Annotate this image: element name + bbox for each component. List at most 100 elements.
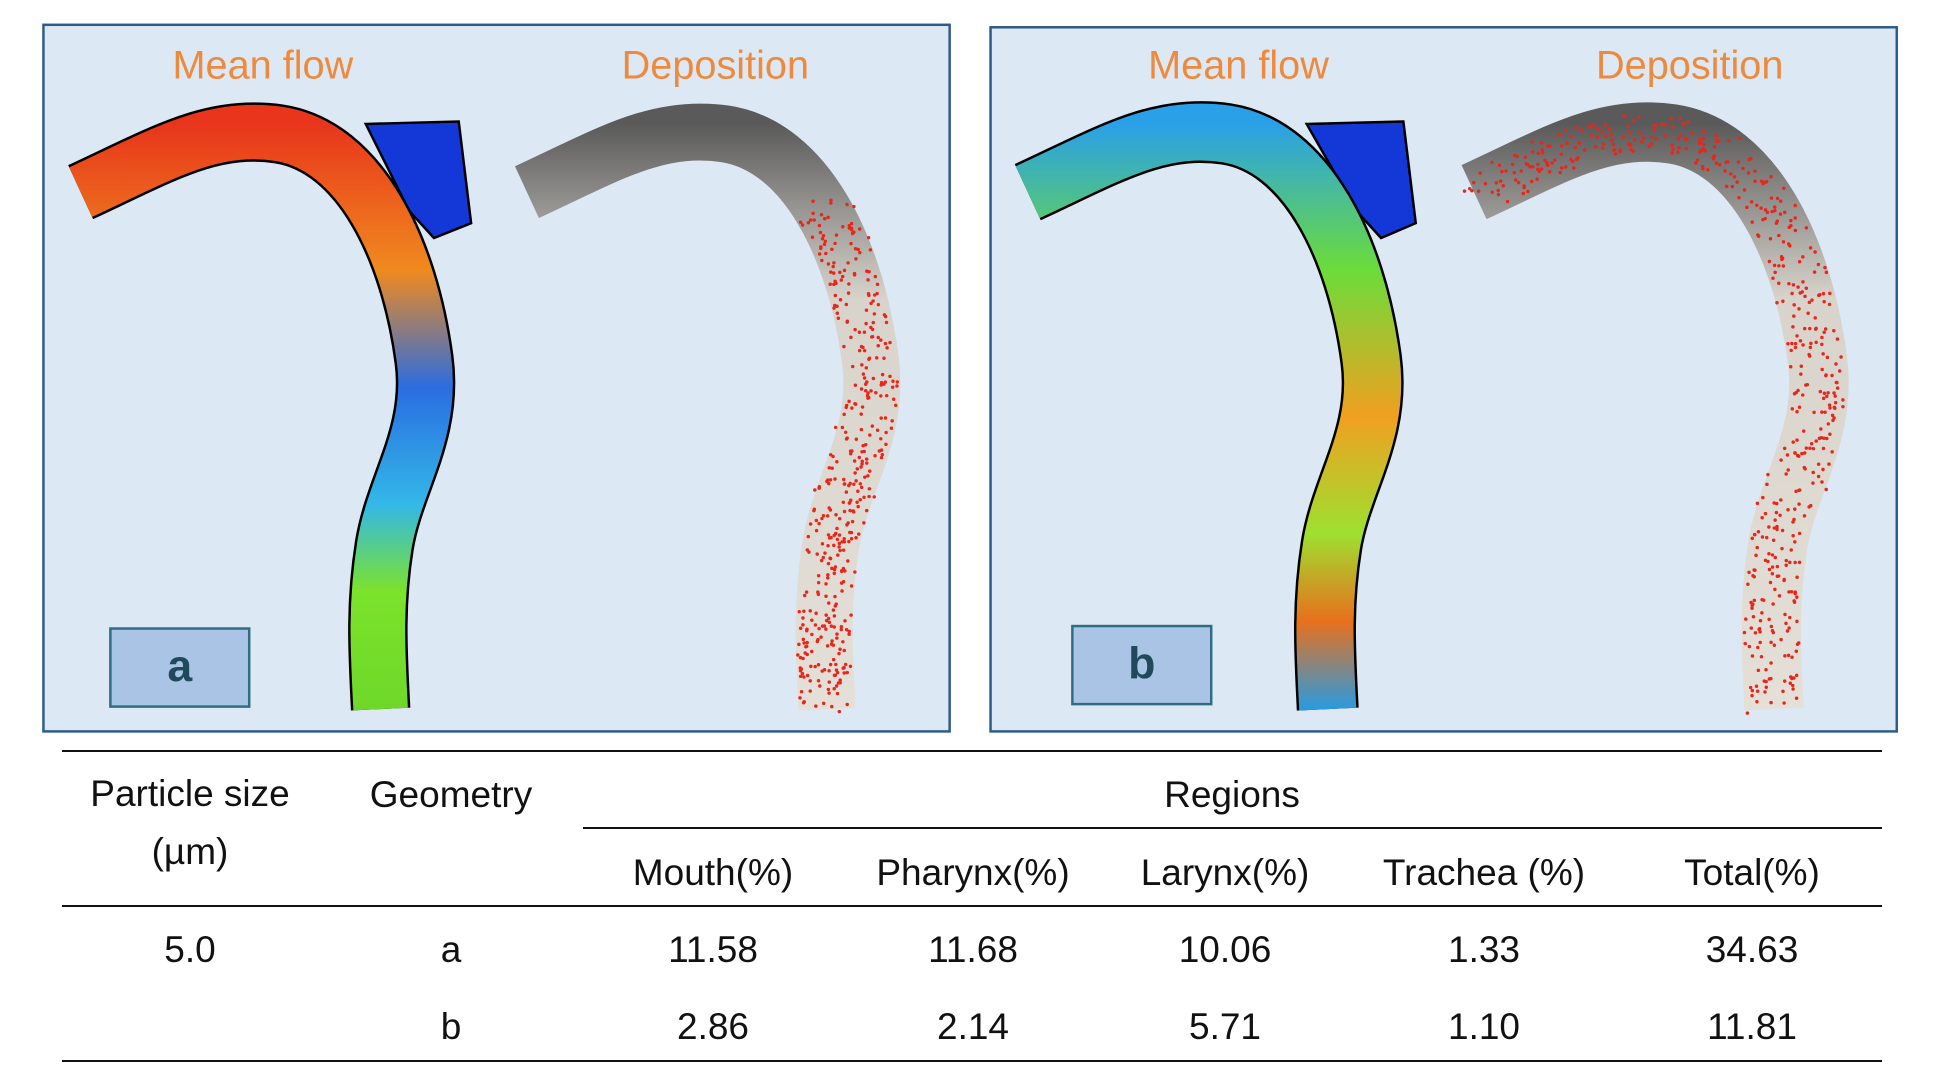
deposit-dot <box>1636 115 1641 119</box>
deposit-dot <box>1748 685 1753 690</box>
deposit-dot <box>844 490 849 494</box>
deposit-dot <box>1830 450 1834 454</box>
deposit-dot <box>826 573 830 577</box>
deposit-dot <box>820 542 825 546</box>
deposit-dot <box>1513 153 1517 158</box>
deposit-dot <box>1790 291 1794 296</box>
deposit-dot <box>839 624 844 629</box>
deposit-dot <box>861 372 866 376</box>
deposit-dot <box>862 330 867 334</box>
deposit-dot <box>833 293 838 298</box>
deposit-dot <box>1793 451 1797 455</box>
deposit-dot <box>1763 690 1767 694</box>
deposit-dot <box>1788 681 1793 685</box>
deposit-dot <box>1536 162 1540 167</box>
deposit-dot <box>1807 300 1812 305</box>
deposit-dot <box>798 220 803 225</box>
deposit-dot <box>1782 679 1787 683</box>
deposit-dot <box>822 242 827 247</box>
deposit-dot <box>856 504 860 509</box>
deposit-dot <box>838 647 842 651</box>
deposit-dot <box>1820 335 1824 340</box>
table-cell: 5.0 <box>164 929 216 970</box>
deposit-dot <box>1751 614 1756 619</box>
deposit-dot <box>1837 369 1842 373</box>
deposit-dot <box>843 619 847 623</box>
deposit-dot <box>1826 391 1830 395</box>
deposit-dot <box>834 233 839 237</box>
deposit-dot <box>1793 540 1797 544</box>
deposit-dot <box>1832 391 1836 395</box>
deposit-dot <box>1746 171 1751 175</box>
deposit-dot <box>1841 398 1845 402</box>
deposit-dot <box>1781 299 1785 303</box>
deposit-dot <box>885 346 889 350</box>
deposit-dot <box>1822 391 1827 395</box>
deposit-dot <box>1761 217 1765 222</box>
deposit-dot <box>1607 127 1612 131</box>
table-cell: 11.81 <box>1707 1006 1797 1047</box>
deposit-dot <box>1821 396 1826 401</box>
deposit-dot <box>1747 644 1752 649</box>
deposit-dot <box>1808 345 1813 350</box>
deposit-dot <box>840 274 845 279</box>
deposit-dot <box>1769 676 1773 681</box>
deposit-dot <box>831 454 835 459</box>
deposit-dot <box>1660 122 1664 127</box>
deposit-dot <box>1793 345 1798 350</box>
deposit-dot <box>1747 570 1751 575</box>
deposit-dot <box>1784 558 1789 563</box>
deposit-dot <box>1821 352 1825 356</box>
deposit-dot <box>797 642 801 647</box>
deposit-dot <box>1795 438 1799 442</box>
deposit-dot <box>826 561 831 566</box>
deposit-dot <box>1497 163 1502 168</box>
deposit-dot <box>1694 161 1698 165</box>
deposit-dot <box>847 632 851 637</box>
deposit-dot <box>1809 341 1813 346</box>
deposit-dot <box>1589 133 1593 137</box>
deposit-dot <box>1628 131 1632 135</box>
deposit-dot <box>1804 286 1809 290</box>
deposit-dot <box>1780 257 1784 262</box>
deposit-dot <box>1797 560 1802 565</box>
deposit-dot <box>837 709 842 714</box>
deposit-dot <box>862 376 867 380</box>
deposit-dot <box>1702 142 1706 147</box>
deposit-dot <box>830 466 834 470</box>
deposit-dot <box>1781 264 1786 268</box>
deposit-dot <box>1765 535 1769 540</box>
deposit-dot <box>1632 118 1636 123</box>
deposit-dot <box>834 281 838 285</box>
deposit-dot <box>838 678 842 682</box>
deposit-dot <box>820 236 825 241</box>
deposit-dot <box>1814 340 1818 345</box>
deposit-dot <box>1540 148 1544 152</box>
deposit-dot <box>841 225 845 229</box>
deposit-dot <box>867 494 871 499</box>
deposit-dot <box>842 537 846 541</box>
deposit-dot <box>1755 689 1760 694</box>
deposit-dot <box>1828 291 1832 296</box>
deposit-dot <box>891 397 896 401</box>
deposit-dot <box>860 405 865 409</box>
deposit-dot <box>843 430 848 435</box>
deposit-dot <box>1678 133 1683 138</box>
deposit-dot <box>842 648 847 653</box>
deposit-dot <box>803 651 807 655</box>
deposit-dot <box>826 533 831 537</box>
deposit-dot <box>1576 156 1580 160</box>
deposit-dot <box>1785 629 1790 633</box>
deposit-dot <box>1804 226 1809 230</box>
deposit-dot <box>1781 689 1785 694</box>
deposit-dot <box>1794 649 1799 654</box>
deposit-dot <box>862 449 866 454</box>
deposit-dot <box>1759 654 1764 659</box>
deposit-dot <box>1714 161 1719 166</box>
deposit-dot <box>834 662 838 667</box>
deposit-dot <box>838 548 842 553</box>
deposit-dot <box>1788 615 1792 620</box>
deposit-dot <box>1612 148 1616 152</box>
deposit-dot <box>1537 169 1541 173</box>
deposit-dot <box>1632 137 1637 142</box>
